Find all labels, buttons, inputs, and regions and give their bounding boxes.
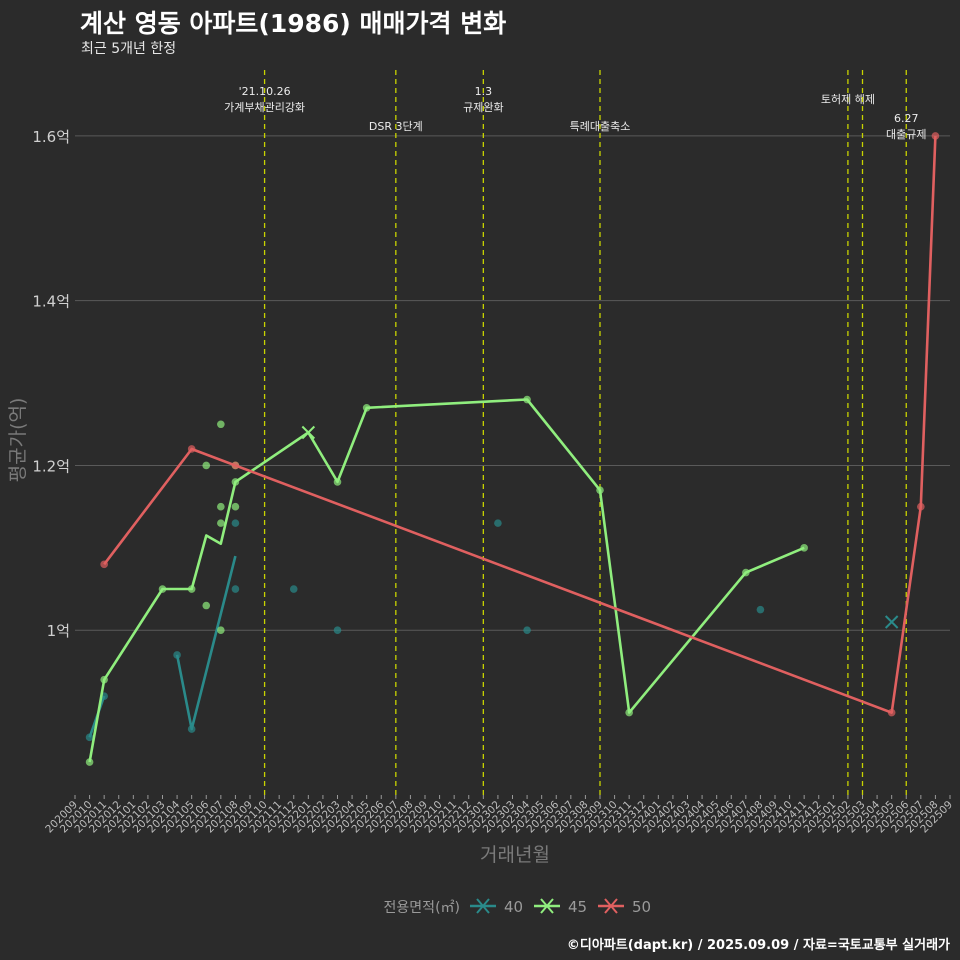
series-45-point (217, 502, 225, 511)
series-layer (85, 132, 940, 766)
event-label: 토허제 해제 (821, 92, 875, 106)
event-label: 대출규제 (886, 128, 926, 141)
series-40-point (231, 585, 240, 593)
chart-subtitle: 최근 5개년 한정 (81, 41, 177, 57)
y-tick-label: 1.2억 (32, 457, 70, 475)
legend-key-marker (540, 898, 554, 914)
series-45-point (202, 601, 211, 610)
series-40-x-marker (884, 615, 899, 629)
event-label: '21.10.26 (239, 85, 291, 98)
event-label: 가계부채관리강화 (224, 101, 305, 114)
legend-label: 50 (632, 898, 651, 916)
series-40-point (523, 626, 531, 635)
series-40-point (494, 519, 502, 527)
series-45-point (85, 758, 94, 766)
legend-key-marker (476, 898, 490, 914)
event-label: 1.3 (475, 85, 493, 98)
series-40-point (289, 585, 298, 593)
series-40-point (756, 605, 765, 614)
legend-label: 40 (504, 898, 523, 916)
y-tick-label: 1.4억 (32, 293, 70, 311)
event-label: 특례대출축소 (570, 120, 631, 133)
grid-lines (75, 135, 950, 631)
series-45-point (217, 420, 225, 429)
series-40-line (175, 555, 237, 731)
series-45-point (217, 626, 225, 635)
legend: 전용면적(㎡) 40 45 50 (384, 898, 652, 916)
source-caption: ©디아파트(dapt.kr) / 2025.09.09 / 자료=국토교통부 실… (566, 938, 950, 953)
x-axis: 2020092020102020112020122021012021022021… (43, 795, 955, 835)
legend-title: 전용면적(㎡) (384, 900, 460, 916)
event-label: DSR 3단계 (369, 120, 423, 133)
y-axis: 1억 1.2억 1.4억 1.6억 (32, 128, 70, 640)
legend-key-marker (604, 898, 618, 914)
series-45-x-marker (301, 425, 316, 440)
y-axis-title: 평균가(억) (7, 398, 29, 483)
series-45-point (217, 519, 225, 527)
series-40-point (333, 626, 342, 635)
series-40-point (231, 519, 240, 527)
y-tick-label: 1억 (47, 622, 70, 640)
event-label: 규제완화 (463, 101, 503, 114)
series-50-line (103, 135, 937, 714)
y-tick-label: 1.6억 (32, 128, 70, 146)
event-label: 6.27 (894, 112, 919, 125)
series-45-point (202, 461, 211, 470)
series-45-point (231, 502, 240, 511)
x-axis-title: 거래년월 (480, 844, 550, 866)
legend-label: 45 (568, 898, 587, 916)
chart-title: 계산 영동 아파트(1986) 매매가격 변화 (80, 9, 507, 38)
